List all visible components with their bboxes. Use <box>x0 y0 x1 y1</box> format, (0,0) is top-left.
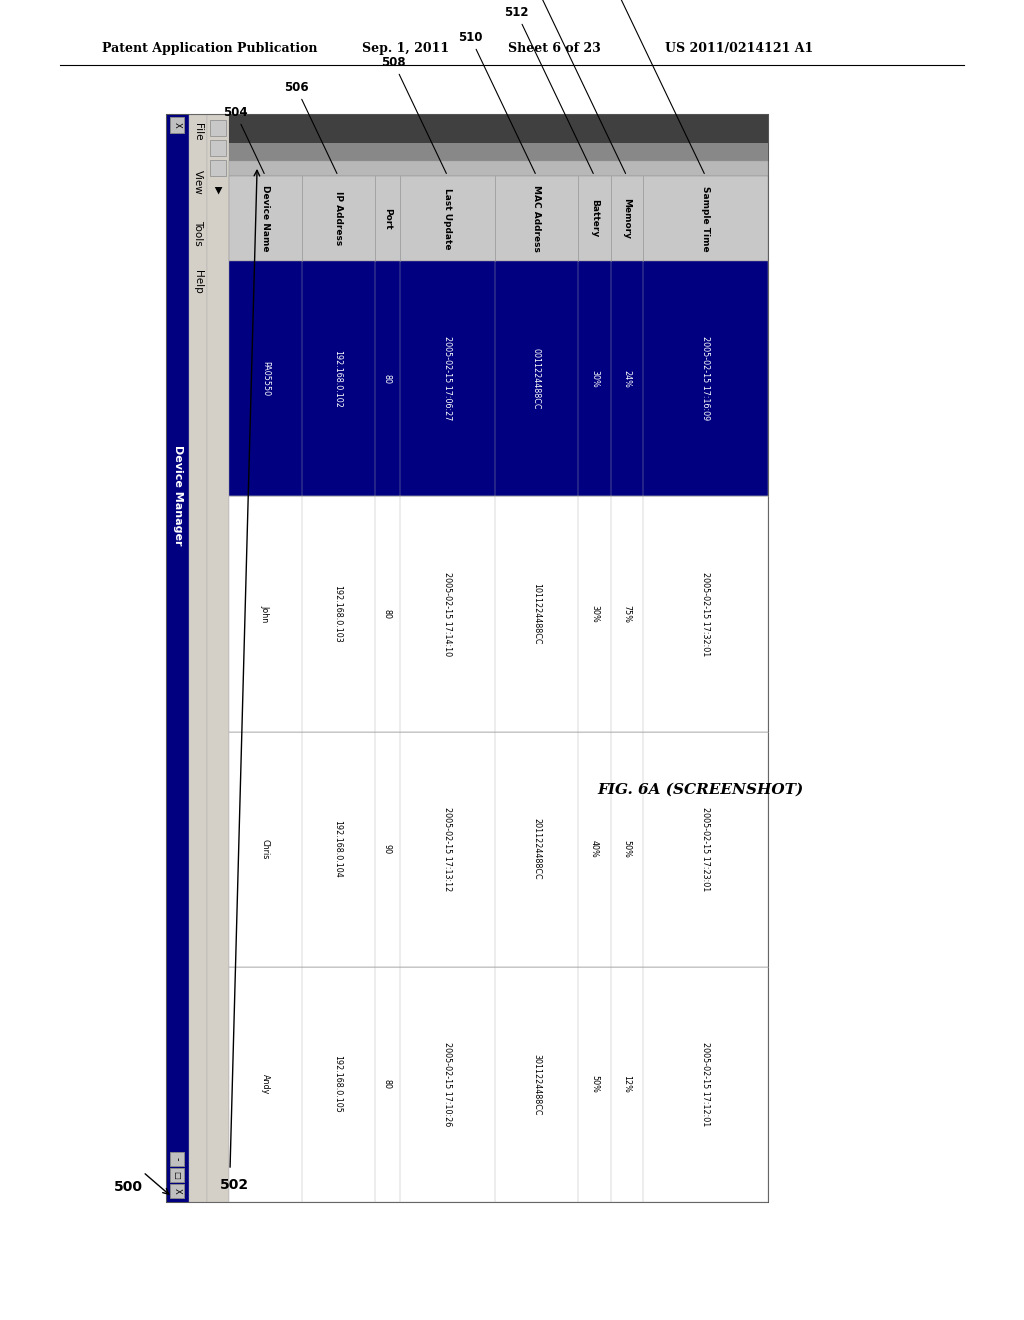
Text: 514: 514 <box>524 0 626 173</box>
Text: 0011224488CC: 0011224488CC <box>532 348 541 409</box>
Text: ▶: ▶ <box>213 186 223 194</box>
Text: 2005-02-15 17:32:01: 2005-02-15 17:32:01 <box>701 572 710 656</box>
Bar <box>210 120 226 136</box>
Text: 502: 502 <box>220 1177 249 1192</box>
Text: 192.168.0.102: 192.168.0.102 <box>334 350 343 408</box>
Text: 30%: 30% <box>590 370 599 388</box>
Text: 2005-02-15 17:16:09: 2005-02-15 17:16:09 <box>701 337 710 421</box>
Text: Device Name: Device Name <box>261 185 270 252</box>
Text: 510: 510 <box>459 30 536 173</box>
Text: US 2011/0214121 A1: US 2011/0214121 A1 <box>665 42 813 55</box>
Text: Tools: Tools <box>193 220 203 246</box>
Bar <box>167 115 189 1203</box>
Text: View: View <box>193 170 203 195</box>
Text: Device Manager: Device Manager <box>173 445 183 545</box>
Text: 2005-02-15 17:23:01: 2005-02-15 17:23:01 <box>701 807 710 891</box>
Bar <box>189 115 207 1203</box>
Bar <box>167 115 768 1203</box>
Bar <box>229 966 768 1203</box>
Text: Sample Time: Sample Time <box>701 186 710 251</box>
Text: 50%: 50% <box>590 1076 599 1093</box>
Bar <box>229 261 768 496</box>
Text: 90: 90 <box>383 843 392 854</box>
Bar <box>229 161 768 176</box>
Bar <box>170 117 184 133</box>
Bar <box>229 176 768 261</box>
Bar <box>229 731 768 966</box>
Text: □: □ <box>172 1171 181 1179</box>
Text: MAC Address: MAC Address <box>532 185 541 252</box>
Text: IP Address: IP Address <box>334 191 343 246</box>
Text: 80: 80 <box>383 609 392 619</box>
Text: 508: 508 <box>381 55 446 173</box>
Text: 504: 504 <box>223 106 264 173</box>
Text: 75%: 75% <box>623 605 631 623</box>
Text: FIG. 6A (SCREENSHOT): FIG. 6A (SCREENSHOT) <box>597 783 803 797</box>
Bar <box>170 1152 184 1166</box>
Text: Sheet 6 of 23: Sheet 6 of 23 <box>508 42 601 55</box>
Text: Patent Application Publication: Patent Application Publication <box>102 42 317 55</box>
Text: 30%: 30% <box>590 605 599 623</box>
Text: 24%: 24% <box>623 370 631 388</box>
Text: Last Update: Last Update <box>443 187 452 249</box>
Text: Port: Port <box>383 207 392 230</box>
Text: Andy: Andy <box>261 1074 270 1094</box>
Text: 2011224488CC: 2011224488CC <box>532 818 541 880</box>
Text: 192.168.0.104: 192.168.0.104 <box>334 820 343 878</box>
Text: 12%: 12% <box>623 1076 631 1093</box>
Text: X: X <box>172 1188 181 1193</box>
Bar <box>210 160 226 176</box>
Text: 2005-02-15 17:06:27: 2005-02-15 17:06:27 <box>443 337 452 421</box>
Text: Sep. 1, 2011: Sep. 1, 2011 <box>362 42 450 55</box>
Text: 192.168.0.105: 192.168.0.105 <box>334 1056 343 1113</box>
Text: 2005-02-15 17:13:12: 2005-02-15 17:13:12 <box>443 807 452 891</box>
Text: X: X <box>172 123 181 128</box>
Text: PA05550: PA05550 <box>261 362 270 396</box>
Text: Memory: Memory <box>623 198 631 239</box>
Text: 512: 512 <box>504 7 593 173</box>
Text: 50%: 50% <box>623 841 631 858</box>
Bar <box>229 115 768 143</box>
Text: -: - <box>172 1158 182 1160</box>
Bar <box>170 1168 184 1181</box>
Text: 500: 500 <box>114 1180 143 1195</box>
Text: 2005-02-15 17:10:26: 2005-02-15 17:10:26 <box>443 1043 452 1126</box>
Bar <box>210 140 226 156</box>
Text: 2005-02-15 17:14:10: 2005-02-15 17:14:10 <box>443 572 452 656</box>
Bar <box>229 496 768 731</box>
Text: John: John <box>261 606 270 623</box>
Text: Help: Help <box>193 271 203 294</box>
Text: 516: 516 <box>591 0 705 173</box>
Bar <box>207 115 229 1203</box>
Text: 2005-02-15 17:12:01: 2005-02-15 17:12:01 <box>701 1043 710 1126</box>
Text: 80: 80 <box>383 374 392 384</box>
Text: 80: 80 <box>383 1080 392 1089</box>
Text: File: File <box>193 123 203 140</box>
Text: Battery: Battery <box>590 199 599 238</box>
Bar <box>170 1184 184 1199</box>
Text: 192.168.0.103: 192.168.0.103 <box>334 585 343 643</box>
Text: 506: 506 <box>284 81 337 173</box>
Bar <box>229 143 768 161</box>
Text: 40%: 40% <box>590 841 599 858</box>
Text: Chris: Chris <box>261 840 270 859</box>
Text: 1011224488CC: 1011224488CC <box>532 583 541 644</box>
Text: 3011224488CC: 3011224488CC <box>532 1053 541 1115</box>
